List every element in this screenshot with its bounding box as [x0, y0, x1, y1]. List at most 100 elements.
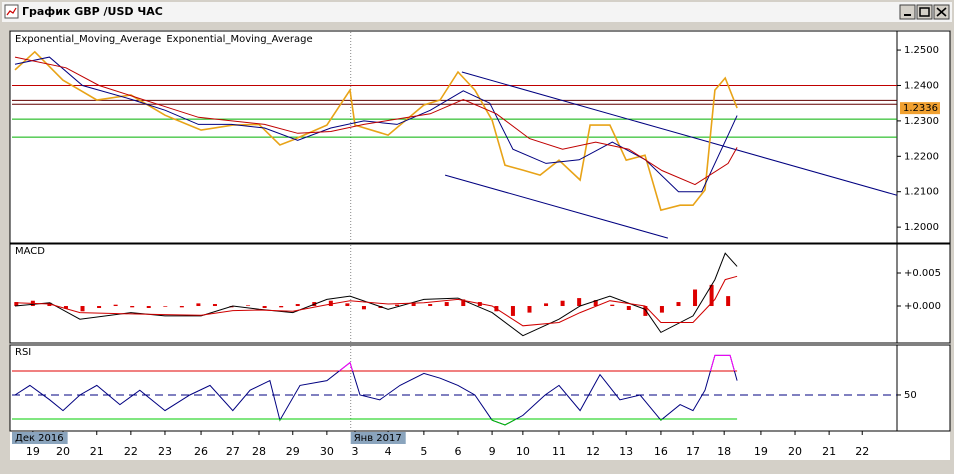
window-icon: [4, 4, 19, 19]
x-tick-label: 10: [516, 445, 530, 458]
macd-line: [14, 275, 738, 327]
y-tick-label: 1.2400: [904, 80, 939, 91]
ema-line: [14, 56, 738, 193]
trend-line: [444, 174, 669, 239]
panel-frame: [9, 344, 951, 432]
panel: 50 RSI: [9, 344, 951, 432]
plot-area: [12, 32, 897, 242]
y-tick-label: 1.2300: [904, 116, 939, 127]
histogram-bar: [659, 306, 664, 313]
histogram-bar: [279, 306, 284, 308]
legend-label: Exponential_Moving_Average: [15, 34, 161, 45]
x-tick-label: 4: [385, 445, 392, 458]
histogram-bar: [395, 304, 400, 307]
rsi-line: [14, 354, 738, 426]
price-line: [14, 50, 738, 212]
title-bar: [2, 2, 952, 22]
panel: 1.2000 1.2100 1.2200 1.2300 1.2400 1.2500 Expo…: [9, 30, 951, 244]
panel-frame: [9, 243, 951, 344]
y-tick-label: 1.2100: [904, 187, 939, 198]
histogram-bar: [295, 304, 300, 307]
x-tick-label: 30: [320, 445, 334, 458]
histogram-bar: [693, 289, 698, 307]
histogram-bar: [262, 306, 267, 308]
plot-area: [14, 245, 738, 342]
histogram-bar: [212, 304, 217, 307]
period-label: Янв 2017: [354, 433, 402, 444]
histogram-bar: [328, 300, 333, 307]
y-tick-label: 50: [904, 390, 917, 401]
x-tick-label: 21: [822, 445, 836, 458]
histogram-bar: [246, 305, 251, 307]
x-tick-label: 26: [194, 445, 208, 458]
histogram-bar: [163, 306, 168, 307]
last-price-box: [900, 102, 940, 115]
histogram-bar: [80, 306, 85, 312]
y-tick-label: 1.2200: [904, 151, 939, 162]
last-price-label: 1.2336: [903, 103, 938, 114]
x-tick-label: 5: [420, 445, 427, 458]
x-tick-label: 19: [26, 445, 40, 458]
histogram-bar: [97, 306, 102, 308]
x-tick-label: 16: [654, 445, 668, 458]
histogram-bar: [461, 299, 466, 307]
histogram-bar: [709, 284, 714, 307]
x-tick-label: 6: [454, 445, 461, 458]
histogram-bar: [428, 304, 433, 307]
x-tick-label: 9: [489, 445, 496, 458]
x-tick-label: 20: [788, 445, 802, 458]
histogram-bar: [676, 302, 681, 307]
x-tick-label: 21: [90, 445, 104, 458]
macd-line: [14, 252, 738, 337]
histogram-bar: [726, 296, 731, 307]
x-tick-label: 17: [686, 445, 700, 458]
histogram-bar: [444, 302, 449, 307]
x-tick-label: 27: [226, 445, 240, 458]
histogram-bar: [411, 303, 416, 307]
y-tick-label: 1.2500: [904, 45, 939, 56]
period-label-box: [350, 432, 406, 444]
plot-area: [12, 346, 897, 430]
histogram-bar: [345, 303, 350, 307]
y-tick-label: +0.005: [904, 268, 941, 279]
window-title: График GBP /USD ЧАС: [22, 5, 163, 18]
panel: +0.005 +0.000 MACD: [9, 243, 951, 344]
minimize-button[interactable]: [899, 4, 916, 20]
histogram-bar: [610, 304, 615, 307]
y-tick-label: 1.2000: [904, 222, 939, 233]
histogram-bar: [544, 303, 549, 307]
histogram-bar: [560, 300, 565, 307]
x-tick-label: 22: [855, 445, 869, 458]
x-tick-label: 12: [586, 445, 600, 458]
panel-title: RSI: [15, 347, 31, 358]
histogram-bar: [179, 306, 184, 308]
histogram-bar: [593, 300, 598, 307]
x-tick-label: 11: [552, 445, 566, 458]
x-tick-label: 29: [286, 445, 300, 458]
y-tick-label: +0.000: [904, 301, 941, 312]
ema-line: [14, 56, 738, 186]
histogram-bar: [527, 306, 532, 313]
x-tick-label: 28: [252, 445, 266, 458]
trend-line: [461, 71, 897, 196]
period-label-box: [12, 432, 68, 444]
x-tick-label: 20: [56, 445, 70, 458]
x-tick-label: 19: [754, 445, 768, 458]
close-button[interactable]: [933, 4, 950, 20]
histogram-bar: [361, 306, 366, 310]
histogram-bar: [63, 306, 68, 309]
x-tick-label: 23: [158, 445, 172, 458]
x-tick-label: 22: [124, 445, 138, 458]
x-tick-label: 3: [352, 445, 359, 458]
histogram-bar: [643, 306, 648, 316]
histogram-bar: [130, 306, 135, 308]
histogram-bar: [196, 303, 201, 307]
histogram-bar: [577, 298, 582, 307]
maximize-button[interactable]: [916, 4, 933, 20]
legend-label: Exponential_Moving_Average: [166, 34, 312, 45]
histogram-bar: [510, 306, 515, 316]
histogram-bar: [626, 306, 631, 310]
histogram-bar: [14, 302, 19, 307]
x-tick-label: 13: [619, 445, 633, 458]
